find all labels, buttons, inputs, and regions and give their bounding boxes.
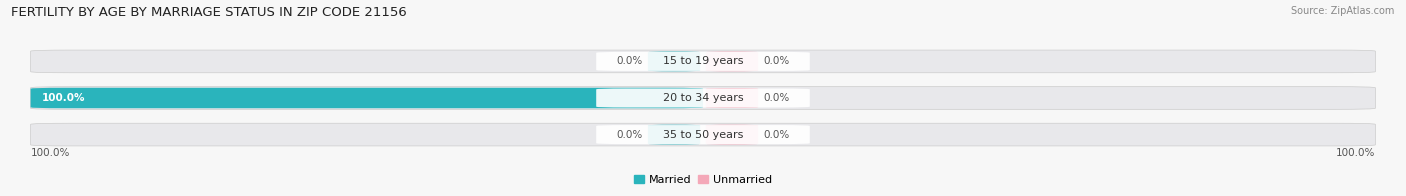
Text: 100.0%: 100.0% [1336, 148, 1375, 158]
FancyBboxPatch shape [596, 125, 810, 144]
Text: 0.0%: 0.0% [763, 56, 790, 66]
FancyBboxPatch shape [706, 52, 758, 71]
FancyBboxPatch shape [31, 50, 1375, 73]
FancyBboxPatch shape [596, 52, 810, 71]
Text: 15 to 19 years: 15 to 19 years [662, 56, 744, 66]
Text: 0.0%: 0.0% [763, 130, 790, 140]
FancyBboxPatch shape [706, 125, 758, 144]
Text: FERTILITY BY AGE BY MARRIAGE STATUS IN ZIP CODE 21156: FERTILITY BY AGE BY MARRIAGE STATUS IN Z… [11, 6, 406, 19]
FancyBboxPatch shape [648, 125, 700, 144]
Text: 0.0%: 0.0% [763, 93, 790, 103]
Text: 35 to 50 years: 35 to 50 years [662, 130, 744, 140]
FancyBboxPatch shape [31, 87, 1375, 109]
Text: 0.0%: 0.0% [616, 130, 643, 140]
Text: 100.0%: 100.0% [42, 93, 86, 103]
Text: 100.0%: 100.0% [31, 148, 70, 158]
Legend: Married, Unmarried: Married, Unmarried [630, 170, 776, 189]
Text: 20 to 34 years: 20 to 34 years [662, 93, 744, 103]
Text: 0.0%: 0.0% [616, 56, 643, 66]
FancyBboxPatch shape [596, 88, 810, 108]
FancyBboxPatch shape [31, 123, 1375, 146]
FancyBboxPatch shape [31, 88, 703, 108]
FancyBboxPatch shape [706, 88, 758, 108]
Text: Source: ZipAtlas.com: Source: ZipAtlas.com [1291, 6, 1395, 16]
FancyBboxPatch shape [648, 52, 700, 71]
